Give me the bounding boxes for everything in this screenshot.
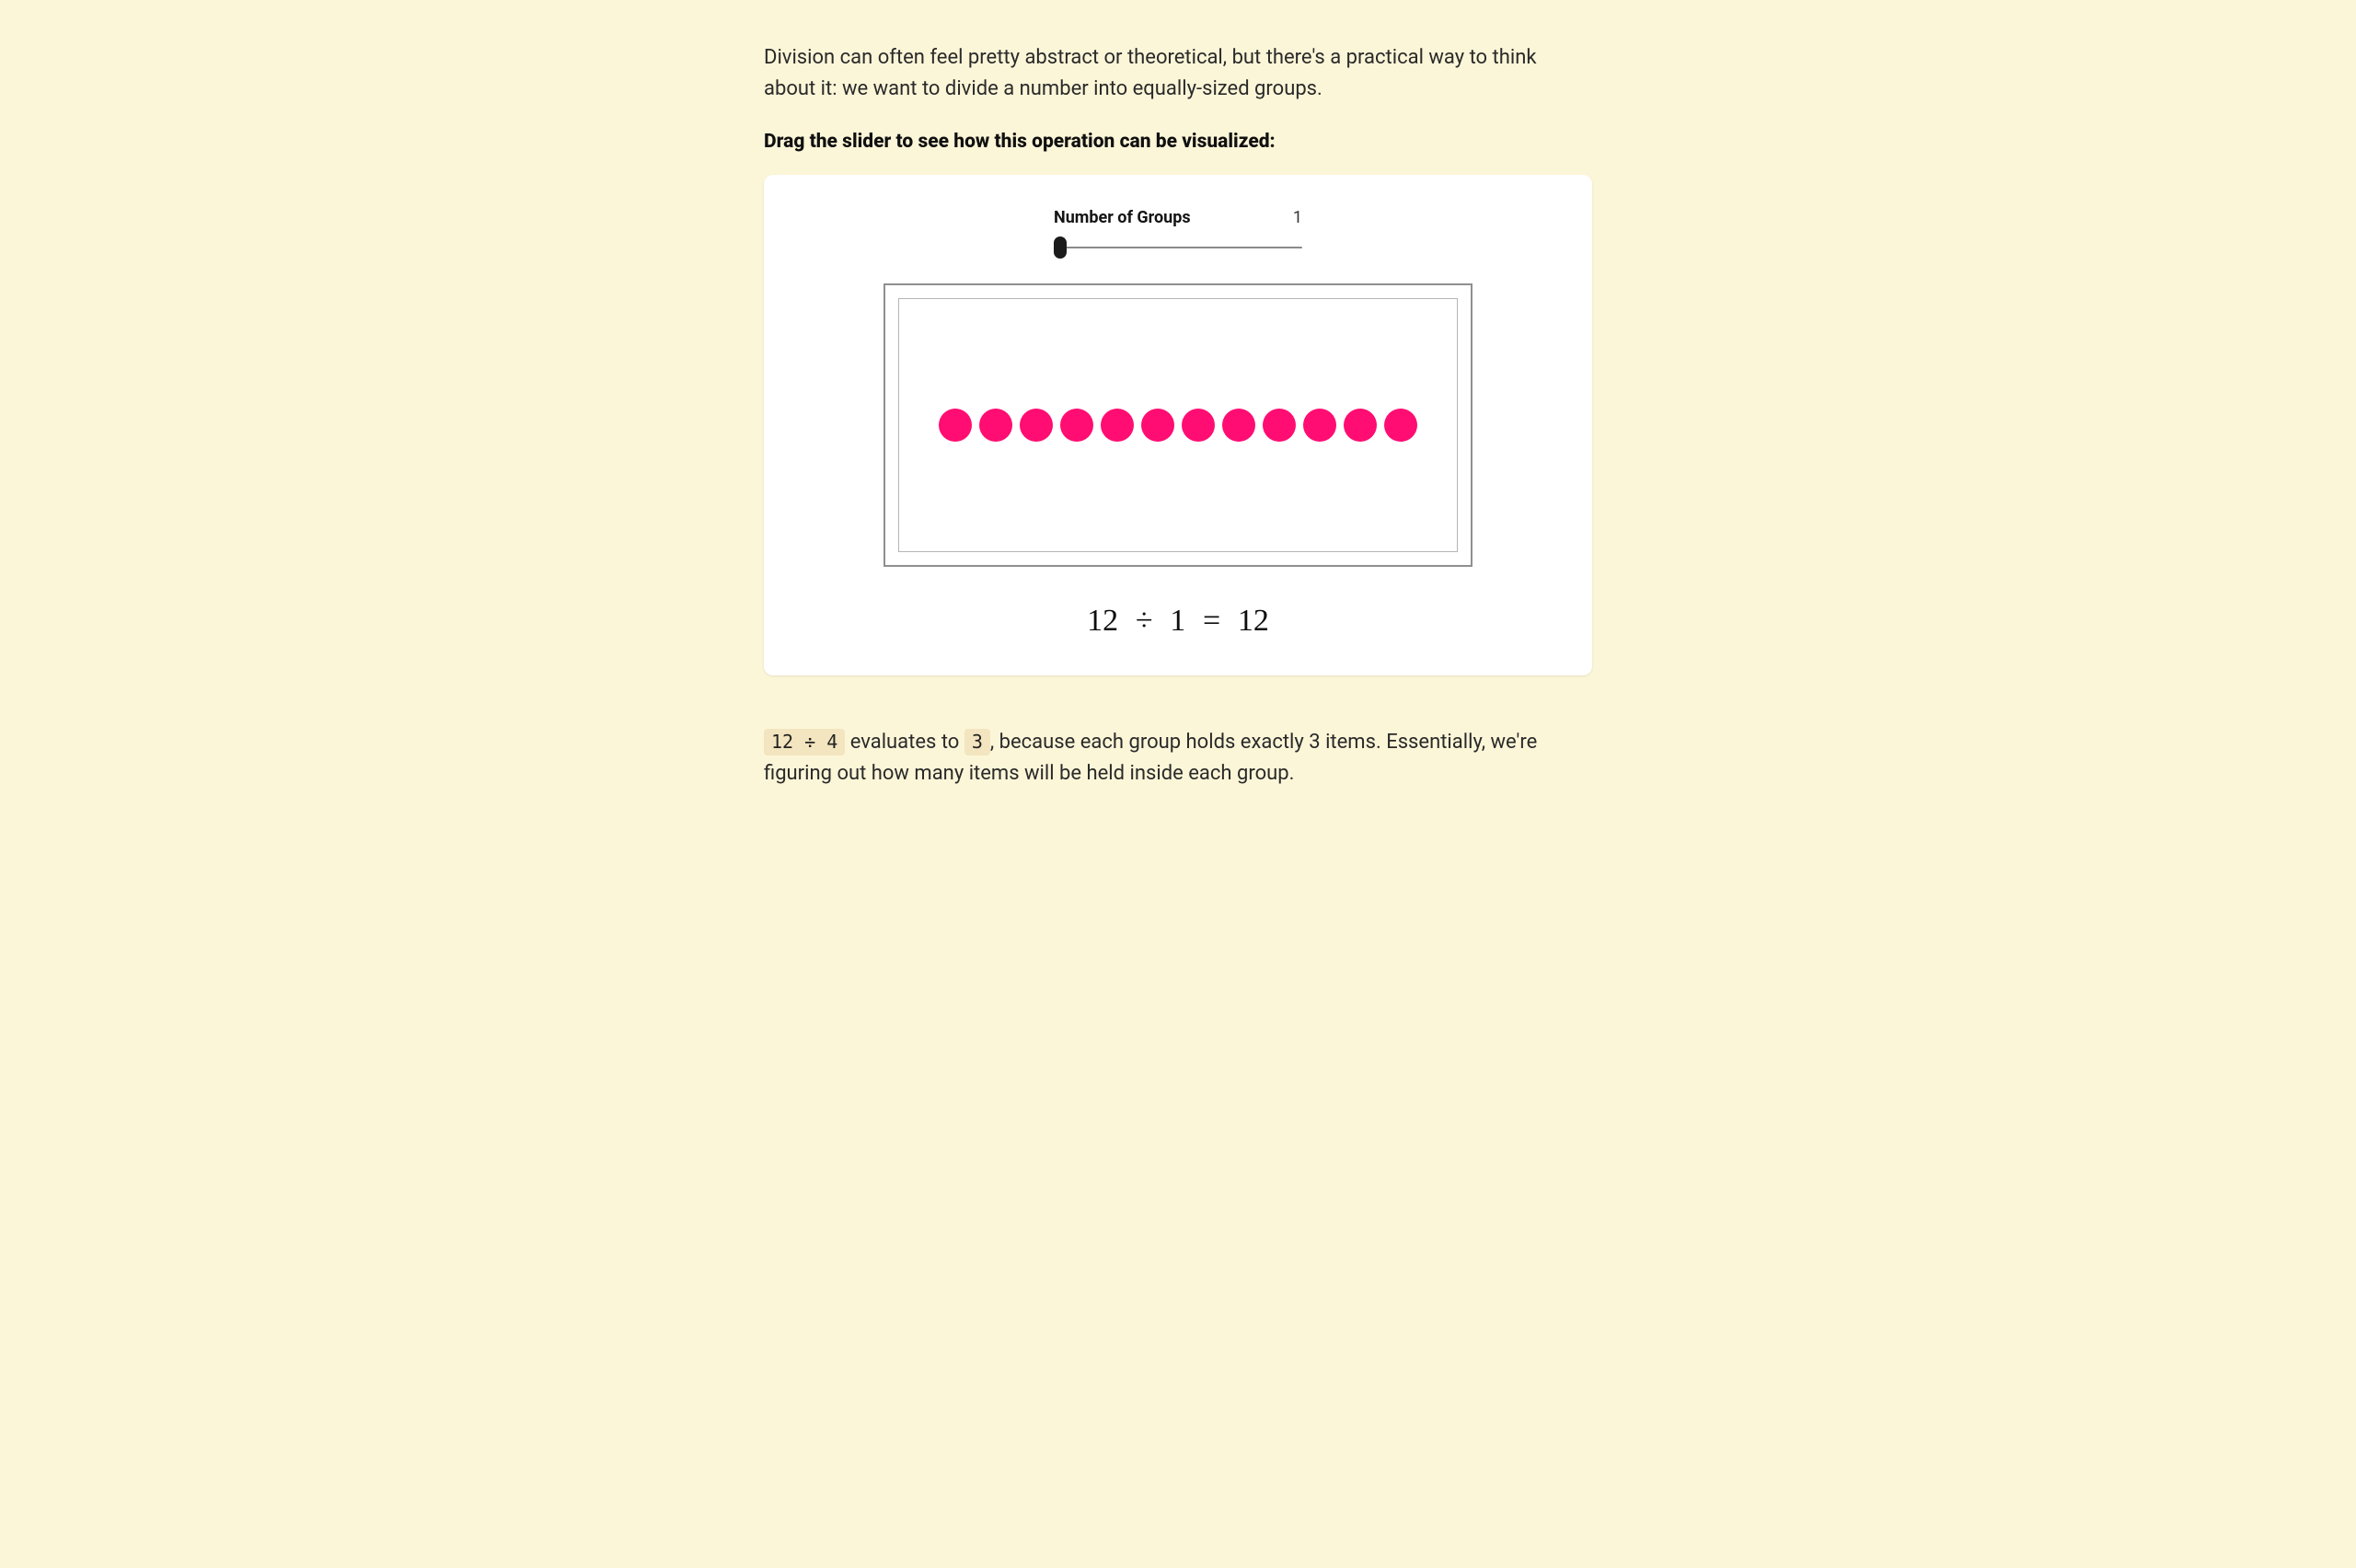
group-box — [898, 298, 1458, 552]
post-paragraph: 12 ÷ 4 evaluates to 3, because each grou… — [764, 727, 1592, 790]
dot — [1263, 409, 1296, 442]
slider-label: Number of Groups — [1054, 208, 1191, 227]
dot — [1222, 409, 1255, 442]
equation-divisor: 1 — [1170, 604, 1185, 638]
dot — [1060, 409, 1093, 442]
instruction-text: Drag the slider to see how this operatio… — [764, 131, 1592, 153]
groups-slider[interactable] — [1054, 247, 1302, 248]
dot — [979, 409, 1012, 442]
dots-container — [939, 409, 1417, 442]
dot — [1101, 409, 1134, 442]
dot — [1303, 409, 1336, 442]
page-wrap: Division can often feel pretty abstract … — [745, 0, 1611, 847]
equation-operator: ÷ — [1136, 604, 1153, 638]
dot — [1344, 409, 1377, 442]
equation-dividend: 12 — [1087, 604, 1118, 638]
code-chip-expression: 12 ÷ 4 — [764, 729, 845, 755]
equation-equals: = — [1203, 604, 1220, 638]
intro-paragraph: Division can often feel pretty abstract … — [764, 42, 1592, 105]
dot — [1141, 409, 1174, 442]
equation-quotient: 12 — [1238, 604, 1269, 638]
interactive-card: Number of Groups 1 12 ÷ 1 = 12 — [764, 175, 1592, 675]
dot — [1384, 409, 1417, 442]
dot — [1182, 409, 1215, 442]
equation: 12 ÷ 1 = 12 — [797, 604, 1559, 639]
post-text-1: evaluates to — [845, 731, 964, 754]
slider-row: Number of Groups 1 — [1054, 208, 1302, 252]
slider-value: 1 — [1293, 208, 1302, 227]
dot — [1020, 409, 1053, 442]
dot — [939, 409, 972, 442]
visualization-outer — [884, 283, 1472, 567]
slider-labels: Number of Groups 1 — [1054, 208, 1302, 227]
code-chip-result: 3 — [964, 729, 990, 755]
